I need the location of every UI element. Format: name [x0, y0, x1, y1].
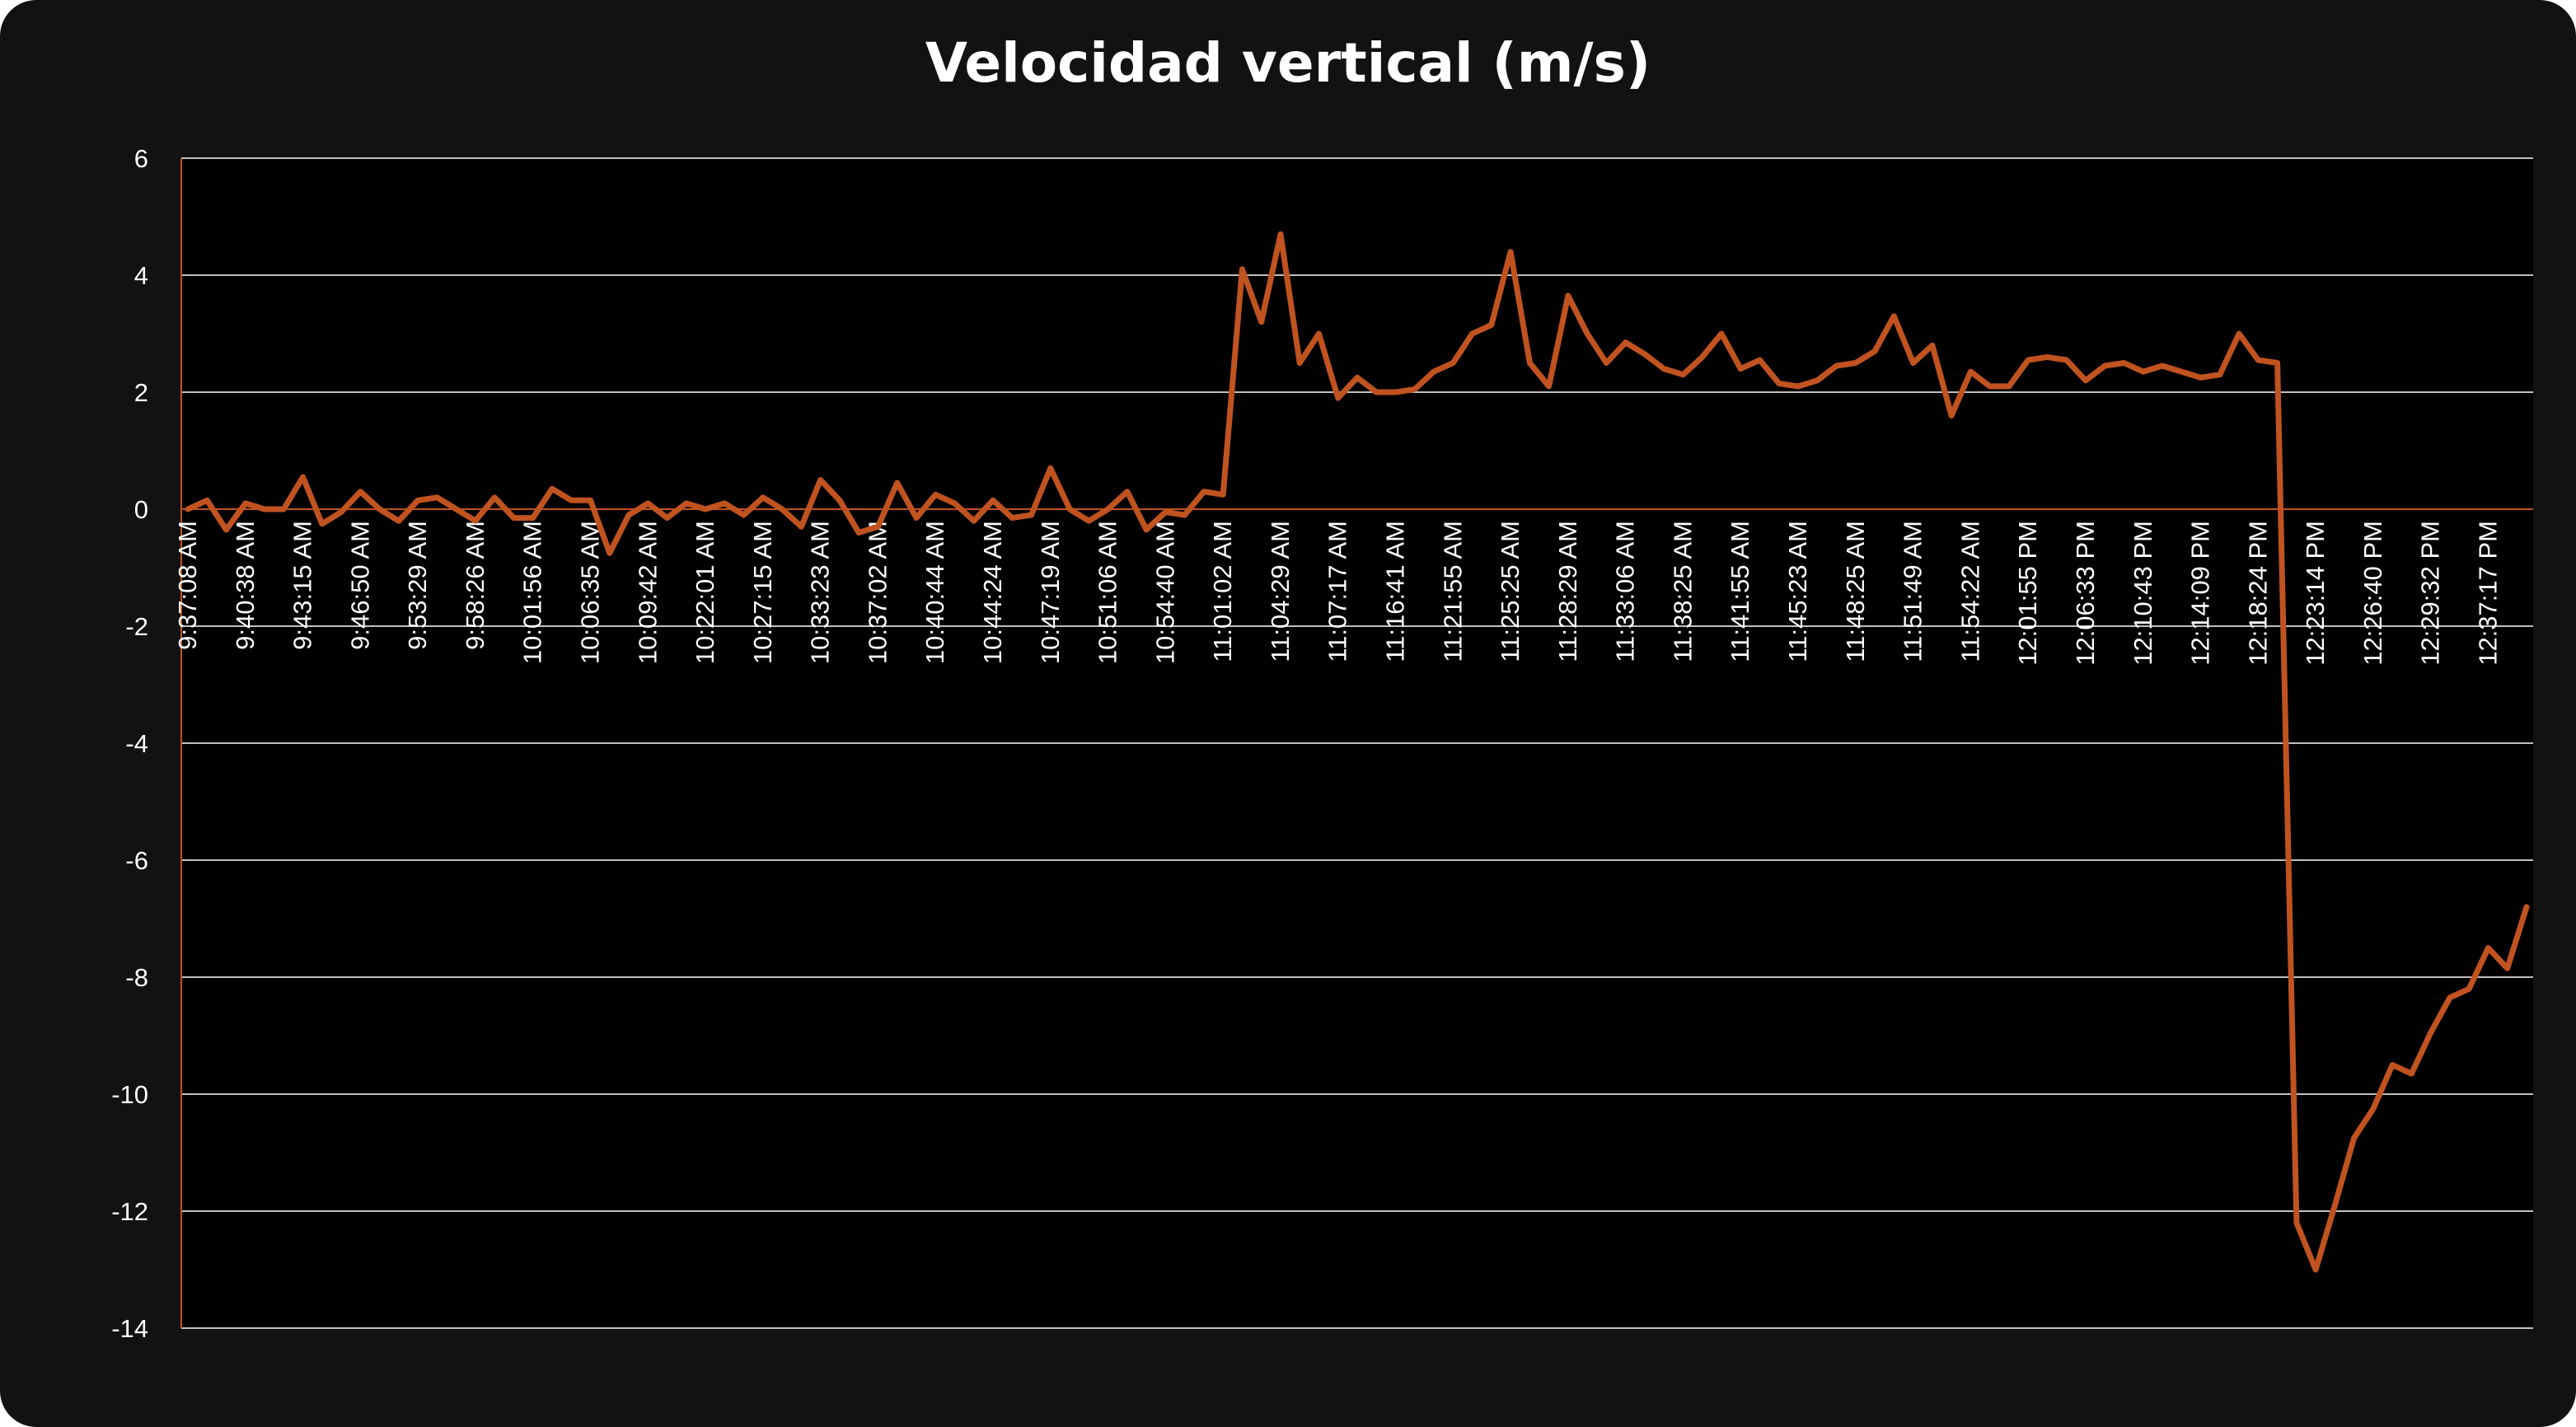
- x-tick-label: 10:22:01 AM: [691, 521, 719, 664]
- x-tick-label: 12:26:40 PM: [2358, 521, 2387, 666]
- x-tick-label: 12:23:14 PM: [2301, 521, 2330, 666]
- x-tick-label: 11:41:55 AM: [1726, 521, 1754, 662]
- x-tick-label: 11:01:02 AM: [1208, 521, 1237, 662]
- x-tick-label: 10:40:44 AM: [920, 521, 949, 664]
- y-tick-label: -6: [125, 846, 148, 875]
- y-tick-labels: 6 4 2 0 -2 -4 -6 -8 -10 -12 -14: [111, 144, 148, 1343]
- x-tick-label: 11:38:25 AM: [1668, 521, 1697, 662]
- y-tick-label: -10: [111, 1080, 148, 1109]
- x-tick-label: 11:48:25 AM: [1841, 521, 1870, 662]
- x-tick-labels: 9:37:08 AM 9:40:38 AM 9:43:15 AM 9:46:50 AM…: [173, 521, 2502, 666]
- x-tick-label: 11:07:17 AM: [1323, 521, 1352, 662]
- x-tick-label: 12:14:09 PM: [2186, 521, 2215, 666]
- gridlines: [181, 157, 2533, 1329]
- y-tick-label: 2: [134, 378, 148, 407]
- chart-title: Velocidad vertical (m/s): [925, 31, 1651, 95]
- series-group: [185, 231, 2530, 1273]
- x-tick-label: 10:54:40 AM: [1150, 521, 1179, 664]
- x-tick-label: 9:43:15 AM: [288, 521, 317, 650]
- x-tick-label: 11:33:06 AM: [1611, 521, 1640, 662]
- x-tick-label: 11:54:22 AM: [1955, 521, 1984, 662]
- x-tick-label: 11:28:29 AM: [1553, 521, 1582, 662]
- y-tick-label: 6: [134, 144, 148, 173]
- x-tick-label: 12:10:43 PM: [2129, 521, 2157, 666]
- x-tick-label: 10:06:35 AM: [576, 521, 605, 664]
- x-tick-label: 10:33:23 AM: [806, 521, 835, 664]
- x-tick-label: 9:37:08 AM: [173, 521, 202, 650]
- y-tick-label: -14: [111, 1314, 148, 1343]
- x-tick-label: 12:18:24 PM: [2243, 521, 2272, 666]
- x-tick-label: 12:37:17 PM: [2473, 521, 2502, 666]
- x-tick-label: 12:06:33 PM: [2071, 521, 2100, 666]
- x-tick-label: 11:45:23 AM: [1783, 521, 1812, 662]
- x-tick-label: 10:51:06 AM: [1094, 521, 1122, 664]
- x-tick-label: 12:29:32 PM: [2416, 521, 2445, 666]
- x-tick-label: 11:21:55 AM: [1438, 521, 1467, 662]
- series-line: [185, 231, 2530, 1273]
- x-tick-label: 10:27:15 AM: [748, 521, 777, 664]
- y-tick-label: -4: [125, 729, 148, 758]
- x-tick-label: 11:16:41 AM: [1381, 521, 1410, 662]
- x-tick-label: 9:40:38 AM: [231, 521, 260, 650]
- x-tick-label: 9:58:26 AM: [461, 521, 489, 650]
- y-tick-label: -8: [125, 963, 148, 992]
- x-tick-label: 9:53:29 AM: [403, 521, 432, 650]
- x-tick-label: 11:51:49 AM: [1899, 521, 1927, 662]
- x-tick-label: 12:01:55 PM: [2013, 521, 2042, 666]
- y-tick-label: -2: [125, 612, 148, 641]
- x-tick-label: 11:25:25 AM: [1496, 521, 1525, 662]
- x-tick-label: 10:37:02 AM: [863, 521, 892, 664]
- x-tick-label: 10:01:56 AM: [518, 521, 547, 664]
- y-tick-label: 4: [134, 261, 148, 290]
- x-tick-label: 10:47:19 AM: [1036, 521, 1065, 664]
- x-tick-label: 10:09:42 AM: [633, 521, 662, 664]
- x-tick-label: 10:44:24 AM: [978, 521, 1007, 664]
- x-tick-label: 11:04:29 AM: [1266, 521, 1295, 662]
- x-tick-label: 9:46:50 AM: [345, 521, 374, 650]
- y-tick-label: 0: [134, 495, 148, 524]
- y-tick-label: -12: [111, 1197, 148, 1226]
